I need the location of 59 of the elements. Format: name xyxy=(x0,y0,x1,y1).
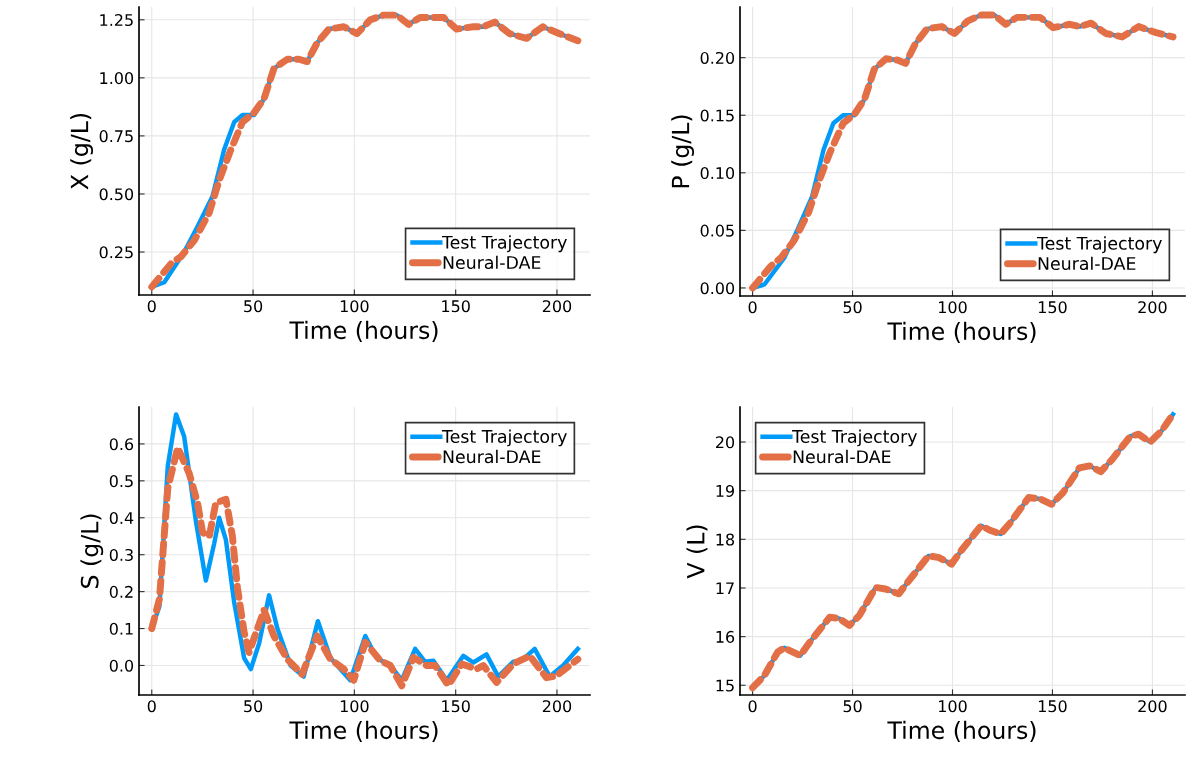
x-tick-label: 50 xyxy=(843,700,862,713)
x-axis-title: Time (hours) xyxy=(289,720,438,742)
y-tick-label: 0.6 xyxy=(109,438,134,451)
x-tick-label: 150 xyxy=(1038,301,1067,314)
x-tick-label: 100 xyxy=(939,301,967,314)
x-tick-label: 0 xyxy=(748,301,757,314)
x-tick-label: 50 xyxy=(244,700,263,713)
x-tick-label: 100 xyxy=(939,700,967,713)
legend-label: Neural-DAE xyxy=(443,255,541,270)
y-tick-label: 0.75 xyxy=(99,130,133,143)
y-tick-label: 0.4 xyxy=(109,511,134,525)
x-tick-label: 150 xyxy=(1038,700,1067,713)
legend-label: Neural-DAE xyxy=(1038,256,1136,271)
x-tick-label: 100 xyxy=(340,700,369,713)
legend-label: Test Trajectory xyxy=(441,429,567,447)
y-tick-label: 0.25 xyxy=(99,246,133,259)
y-axis-title: V (L) xyxy=(686,525,708,579)
y-tick-label: 0.5 xyxy=(109,475,133,488)
x-tick-label: 50 xyxy=(843,301,862,314)
legend-label: Test Trajectory xyxy=(441,235,567,253)
y-tick-label: 17 xyxy=(716,582,734,595)
y-tick-label: 0.10 xyxy=(700,167,735,180)
x-tick-label: 50 xyxy=(244,300,263,313)
y-tick-label: 16 xyxy=(716,630,735,643)
x-tick-label: 100 xyxy=(340,300,369,313)
y-tick-label: 0.50 xyxy=(99,188,134,201)
legend-label: Neural-DAE xyxy=(443,449,541,464)
y-tick-label: 0.05 xyxy=(700,224,734,237)
x-tick-label: 200 xyxy=(1138,301,1167,314)
y-tick-label: 0.2 xyxy=(109,585,133,598)
y-axis-title: X (g/L) xyxy=(70,113,94,190)
x-tick-label: 200 xyxy=(542,700,572,713)
x-axis-title: Time (hours) xyxy=(887,321,1036,343)
y-tick-label: 0.20 xyxy=(700,51,735,64)
y-axis-title: P (g/L) xyxy=(671,115,695,188)
y-tick-label: 20 xyxy=(715,436,735,449)
x-tick-label: 150 xyxy=(442,700,470,713)
x-tick-label: 0 xyxy=(748,700,757,713)
y-tick-label: 0.3 xyxy=(109,548,133,561)
y-tick-label: 15 xyxy=(716,679,734,692)
y-tick-label: 19 xyxy=(716,484,735,497)
x-tick-label: 150 xyxy=(442,300,470,313)
y-axis-title: S (g/L) xyxy=(80,514,104,588)
y-tick-label: 0.00 xyxy=(700,282,735,295)
legend-label: Test Trajectory xyxy=(792,429,917,447)
x-axis-title: Time (hours) xyxy=(887,720,1036,742)
y-tick-label: 1.25 xyxy=(100,13,133,27)
x-tick-label: 0 xyxy=(147,700,156,713)
x-axis-title: Time (hours) xyxy=(289,320,438,342)
x-tick-label: 200 xyxy=(1138,700,1167,713)
y-tick-label: 0.15 xyxy=(700,109,734,122)
legend-label: Neural-DAE xyxy=(793,449,891,464)
x-tick-label: 0 xyxy=(147,300,156,313)
x-tick-label: 200 xyxy=(542,300,572,313)
y-tick-label: 1.00 xyxy=(100,72,134,85)
y-tick-label: 0.0 xyxy=(109,659,134,672)
legend-label: Test Trajectory xyxy=(1036,236,1162,254)
y-tick-label: 0.1 xyxy=(109,622,133,635)
y-tick-label: 18 xyxy=(716,533,735,546)
